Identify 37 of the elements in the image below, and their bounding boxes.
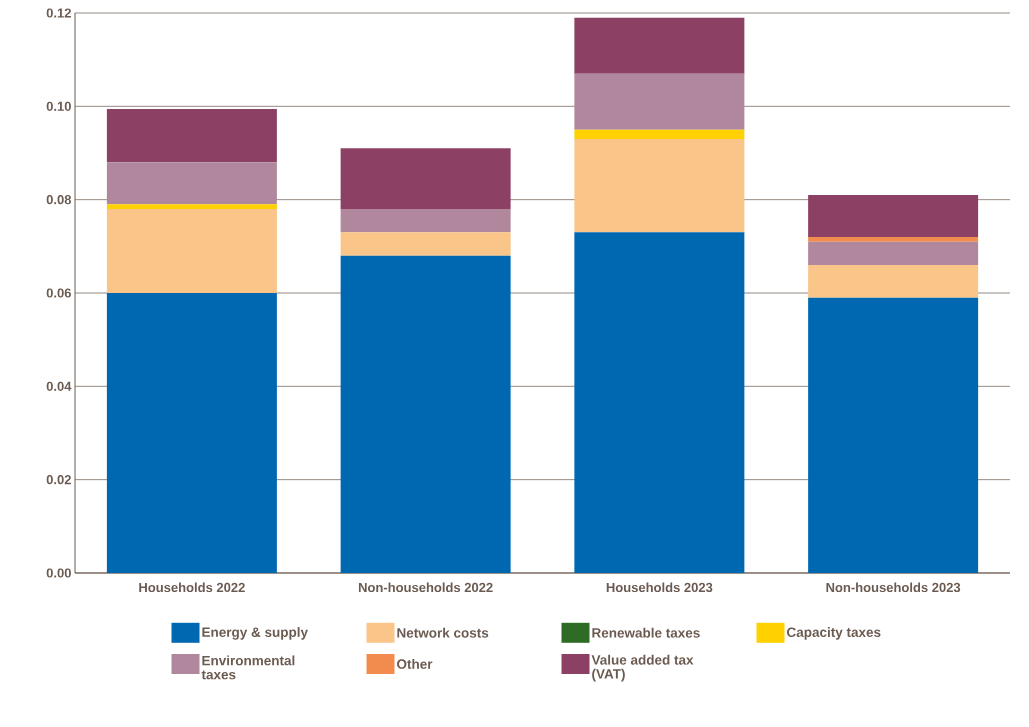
y-tick-label: 0.06	[46, 288, 71, 298]
bar	[808, 241, 979, 265]
x-tick-label: Households 2023	[606, 582, 713, 593]
bar	[106, 204, 277, 209]
x-tick-label: Non-households 2022	[358, 582, 493, 593]
bar	[106, 109, 277, 163]
y-tick-label: 0.02	[46, 475, 71, 485]
bar	[808, 264, 979, 298]
bar	[574, 138, 745, 233]
y-tick-label: 0.04	[46, 381, 72, 391]
y-tick-label: 0.12	[46, 8, 71, 18]
legend-label: Energy & supply	[202, 627, 308, 640]
bar	[340, 148, 511, 209]
bar	[574, 73, 745, 130]
legend-label: Renewable taxes	[592, 627, 700, 638]
bar	[574, 232, 745, 573]
bar	[574, 17, 745, 74]
x-tick-label: Households 2022	[139, 582, 245, 593]
legend-label: Environmental taxes	[201, 655, 295, 680]
bar	[808, 194, 979, 237]
legend-label: Network costs	[397, 627, 489, 638]
bar	[340, 208, 511, 233]
bar	[106, 208, 277, 293]
y-tick-label: 0.08	[46, 195, 72, 205]
bar	[808, 236, 979, 242]
bar	[106, 292, 277, 573]
legend-label: Other	[397, 658, 433, 669]
bar	[574, 129, 745, 139]
bar	[340, 255, 511, 573]
x-tick-label: Non-households 2023	[826, 582, 961, 593]
y-tick-label: 0.10	[46, 101, 71, 111]
legend-label: Value added tax (VAT)	[591, 654, 694, 682]
bar	[808, 297, 979, 573]
bar	[106, 162, 277, 205]
y-tick-label: 0.00	[46, 568, 71, 578]
legend-label: Capacity taxes	[787, 627, 881, 640]
bar	[340, 232, 511, 256]
